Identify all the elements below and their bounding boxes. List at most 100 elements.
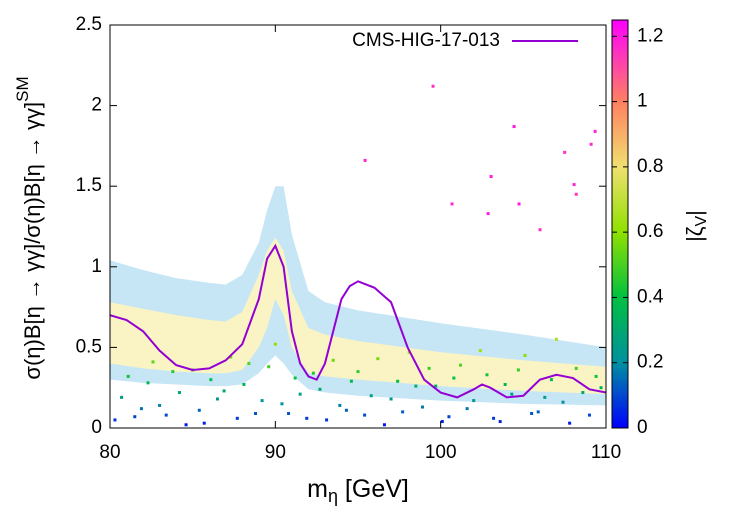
scatter-point [489, 175, 493, 179]
colorbar-tick-label: 0 [637, 417, 648, 438]
scatter-point [503, 382, 507, 386]
scatter-point [164, 413, 168, 417]
scatter-point [293, 376, 297, 380]
y-label-sup: SM [13, 76, 32, 102]
scatter-point [538, 228, 542, 232]
scatter-point [414, 384, 418, 388]
scatter-point [197, 408, 201, 412]
scatter-point [572, 183, 576, 187]
scatter-point [344, 408, 348, 412]
scatter-point [486, 212, 490, 216]
y-axis-label: σ(η)B[η → γγ]/σ(η)B[η → γγ]SM [13, 76, 44, 379]
scatter-point [331, 358, 335, 362]
scatter-point [581, 391, 585, 395]
scatter-point [209, 378, 213, 382]
scatter-point [517, 202, 521, 206]
scatter-point [222, 389, 226, 393]
colorbar-tick-label: 1 [637, 91, 648, 112]
scatter-point [120, 395, 124, 399]
scatter-point [574, 192, 578, 196]
scatter-point [298, 392, 302, 396]
scatter-point [363, 413, 367, 417]
scatter-point [427, 366, 431, 370]
scatter-point [450, 202, 454, 206]
colorbar-tick-label: 0.4 [637, 286, 664, 307]
scatter-point [229, 355, 233, 359]
scatter-point [146, 381, 150, 385]
scatter-point [512, 125, 516, 129]
scatter-point [478, 349, 482, 353]
plot-frame [109, 24, 607, 429]
scatter-point [325, 418, 329, 422]
scatter-point [177, 391, 181, 395]
scatter-point [215, 397, 219, 401]
plot-area [110, 84, 606, 427]
scatter-point [273, 342, 277, 346]
scatter-point [253, 411, 257, 415]
scatter-point [318, 387, 322, 391]
y-tick-label: 1.5 [76, 175, 102, 196]
colorbar-tick-label: 0.2 [637, 352, 663, 373]
scatter-point [510, 392, 514, 396]
legend-label: CMS-HIG-17-013 [352, 30, 500, 51]
scatter-point [382, 423, 386, 427]
scatter-point [113, 418, 117, 422]
scatter-point [536, 410, 540, 414]
scatter-point [133, 415, 137, 419]
x-label-sub: η [328, 486, 338, 506]
scatter-point [184, 423, 188, 427]
scatter-point [126, 374, 130, 378]
y-tick-label: 1 [91, 256, 102, 277]
colorbar-label: |ζV| [682, 210, 710, 242]
scatter-point [594, 374, 598, 378]
scatter-point [363, 158, 367, 162]
scatter-point [242, 382, 246, 386]
scatter-point [523, 353, 527, 357]
scatter-point [396, 379, 400, 383]
y-tick-label: 2 [91, 95, 102, 116]
colorbar-tick-label: 0.6 [637, 221, 663, 242]
x-tick-label: 80 [99, 442, 120, 463]
limit-band [110, 237, 606, 395]
scatter-point [356, 370, 360, 374]
scatter-point [549, 378, 553, 382]
scatter-point [589, 142, 593, 146]
y-tick-label: 0 [91, 417, 102, 438]
scatter-point [311, 371, 315, 375]
scatter-point [389, 397, 393, 401]
limit-line [110, 243, 606, 399]
scatter-point [452, 376, 456, 380]
x-axis-label: mη [GeV] [307, 475, 409, 506]
scatter-point [574, 366, 578, 370]
y-label-main: σ(η)B[η → γγ]/σ(η)B[η → γγ] [20, 102, 45, 380]
scatter-point [139, 407, 143, 411]
colorbar-tick-label: 0.8 [637, 156, 663, 177]
scatter-point [247, 362, 251, 366]
x-tick-label: 110 [591, 442, 621, 463]
scatter-point [568, 421, 572, 425]
y-tick-label: 0.5 [76, 336, 102, 357]
c-label-tail: | [682, 210, 707, 216]
x-label-main: m [307, 475, 328, 503]
scatter-point [440, 420, 444, 424]
scatter-point [530, 411, 534, 415]
scatter-point [202, 421, 206, 425]
c-label-sub: V [693, 215, 710, 226]
scatter-point [459, 363, 463, 367]
scatter-point [492, 416, 496, 420]
scatter-point [485, 373, 489, 377]
x-label-tail: [GeV] [338, 475, 409, 503]
y-tick-label: 2.5 [76, 14, 102, 35]
scatter-point [369, 394, 373, 398]
colorbar-tick-label: 1.2 [637, 25, 663, 46]
scatter-point [420, 405, 424, 409]
scatter-point [376, 357, 380, 361]
scatter-point [554, 337, 558, 341]
scatter-point [260, 399, 264, 403]
scatter-point [465, 407, 469, 411]
scatter-point [498, 420, 502, 424]
scatter-point [593, 129, 597, 133]
c-label-main: |ζ [682, 226, 707, 242]
scatter-point [305, 416, 309, 420]
